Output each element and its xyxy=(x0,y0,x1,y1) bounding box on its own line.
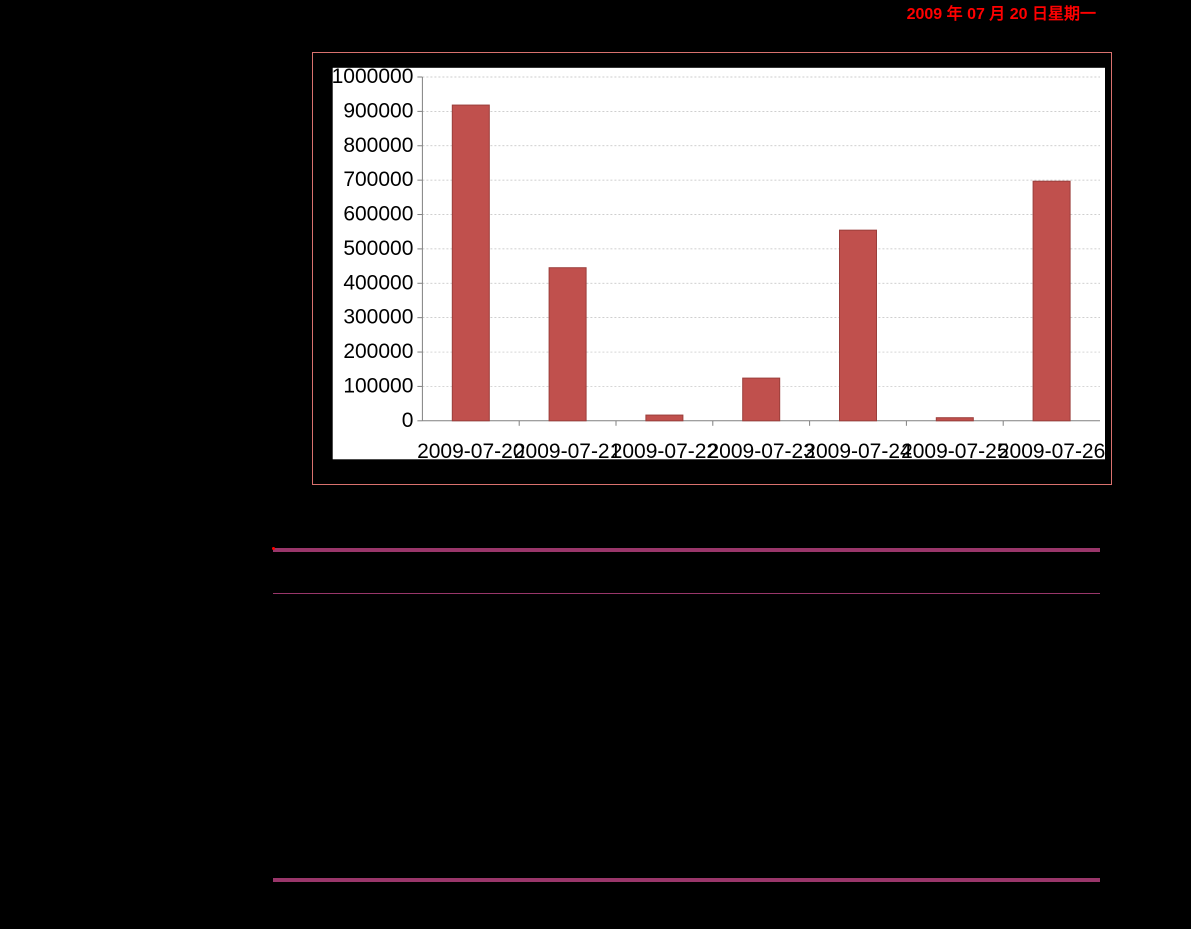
svg-text:1000000: 1000000 xyxy=(332,65,414,88)
svg-text:400000: 400000 xyxy=(343,271,413,294)
svg-text:2009-07-25: 2009-07-25 xyxy=(901,440,1008,463)
svg-text:2009-07-23: 2009-07-23 xyxy=(707,440,814,463)
svg-text:200000: 200000 xyxy=(343,340,413,363)
svg-text:0: 0 xyxy=(402,409,414,432)
svg-text:800000: 800000 xyxy=(343,134,413,157)
svg-text:500000: 500000 xyxy=(343,237,413,260)
svg-text:600000: 600000 xyxy=(343,203,413,226)
svg-text:2009-07-24: 2009-07-24 xyxy=(804,440,912,463)
svg-text:700000: 700000 xyxy=(343,168,413,191)
svg-text:2009-07-21: 2009-07-21 xyxy=(514,440,621,463)
svg-text:2009-07-20: 2009-07-20 xyxy=(417,440,524,463)
svg-text:100000: 100000 xyxy=(343,374,413,397)
svg-text:300000: 300000 xyxy=(343,306,413,329)
svg-text:2009-07-22: 2009-07-22 xyxy=(611,440,718,463)
svg-text:900000: 900000 xyxy=(343,99,413,122)
svg-text:2009-07-26: 2009-07-26 xyxy=(998,440,1105,463)
